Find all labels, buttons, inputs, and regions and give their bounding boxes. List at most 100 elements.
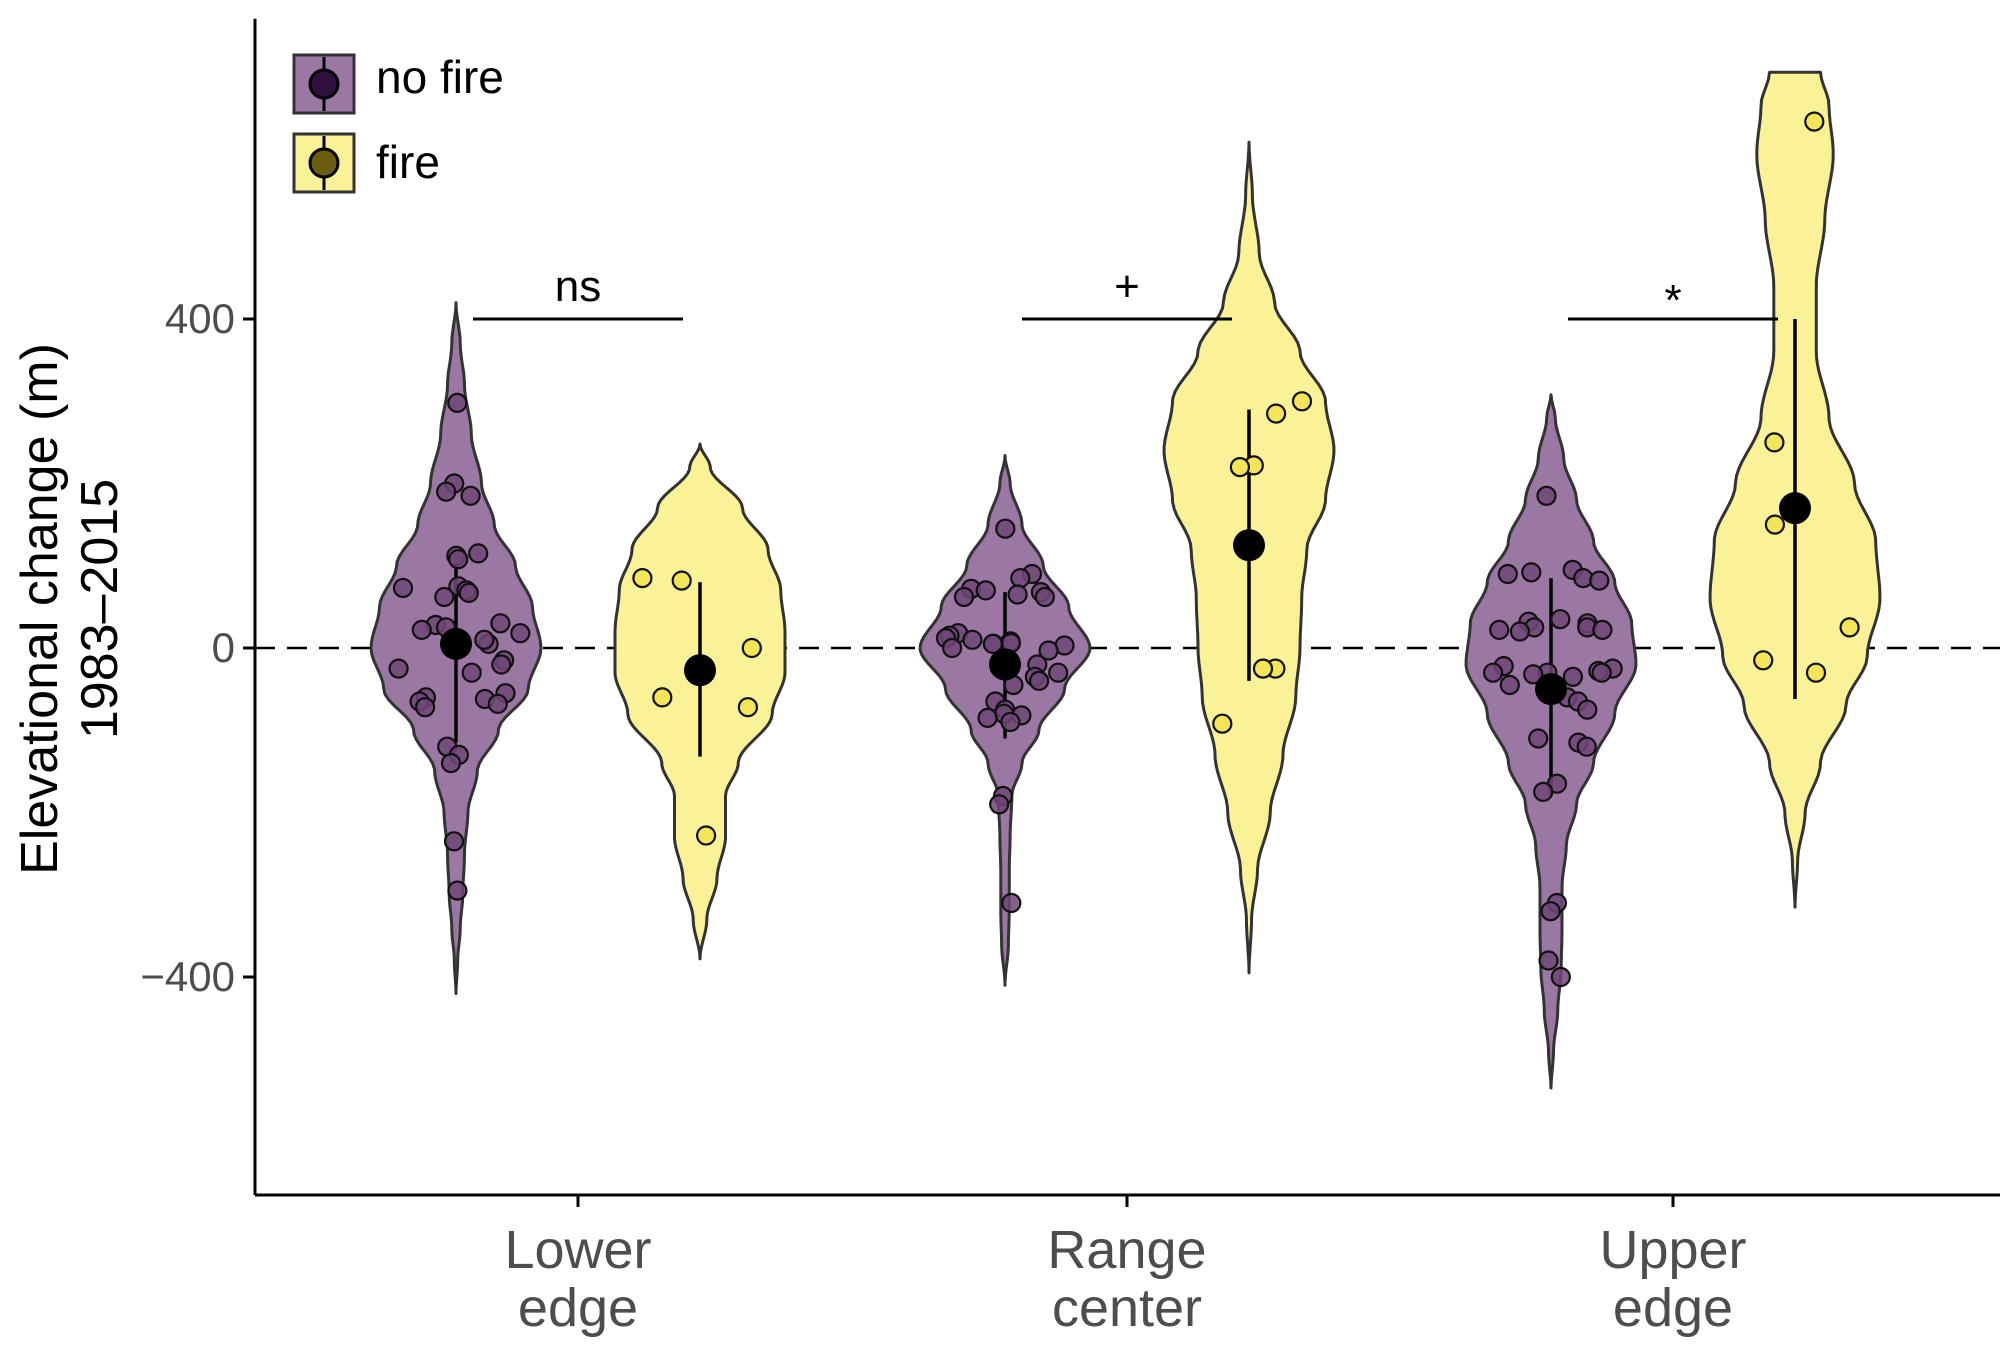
data-point-nofire <box>460 485 481 506</box>
data-point-nofire <box>443 831 465 852</box>
data-point-nofire <box>1007 584 1028 605</box>
x-tick-label: Upper <box>1599 1220 1746 1280</box>
mean-point-fire-1 <box>1233 529 1265 562</box>
x-tick-label: edge <box>518 1278 638 1338</box>
data-point-nofire <box>1589 570 1610 591</box>
data-point-nofire <box>1038 640 1059 661</box>
data-point-fire <box>671 570 692 591</box>
y-ticks: −400 0 400 <box>140 295 255 1000</box>
data-point-nofire <box>491 654 512 675</box>
data-point-fire <box>1265 403 1287 424</box>
data-point-fire <box>1764 432 1785 453</box>
data-point-nofire <box>487 693 508 715</box>
data-point-nofire <box>388 658 409 679</box>
legend: no fire fire <box>292 51 504 194</box>
data-point-nofire <box>982 633 1003 655</box>
data-point-nofire <box>1577 699 1598 720</box>
data-point-fire <box>737 697 759 718</box>
legend-label-fire: fire <box>376 136 440 188</box>
data-point-nofire <box>1010 567 1031 589</box>
data-point-fire <box>632 567 653 589</box>
significance-layer: ns + * <box>473 262 1778 325</box>
data-point-fire <box>1764 514 1786 535</box>
x-tick-label: center <box>1052 1278 1202 1338</box>
data-point-fire <box>1229 457 1251 478</box>
data-point-nofire <box>1000 711 1021 733</box>
data-point-nofire <box>1523 664 1544 685</box>
data-point-nofire <box>977 707 998 729</box>
data-point-nofire <box>1550 966 1571 988</box>
data-point-nofire <box>392 577 414 599</box>
data-point-nofire <box>1034 586 1055 608</box>
mean-point-nofire-2 <box>1535 673 1567 706</box>
data-point-nofire <box>1538 950 1559 971</box>
data-point-nofire <box>434 586 455 608</box>
mean-layer <box>440 492 1811 706</box>
x-tick-label: Lower <box>504 1220 651 1280</box>
data-point-nofire <box>941 637 963 659</box>
data-point-nofire <box>1536 485 1557 506</box>
data-point-nofire <box>1521 562 1542 583</box>
data-point-nofire <box>1592 619 1613 641</box>
data-point-nofire <box>440 752 462 774</box>
data-point-fire <box>1839 617 1860 638</box>
data-point-nofire <box>1533 781 1554 803</box>
data-point-nofire <box>415 697 436 718</box>
data-point-nofire <box>995 518 1016 539</box>
data-point-nofire <box>1499 674 1520 696</box>
data-point-nofire <box>1509 621 1531 642</box>
data-point-nofire <box>1540 901 1561 922</box>
data-point-nofire <box>989 794 1010 815</box>
data-point-nofire <box>1591 662 1612 683</box>
data-point-nofire <box>474 629 495 650</box>
data-point-nofire <box>510 623 531 644</box>
data-point-nofire <box>468 543 489 564</box>
x-tick-label: edge <box>1613 1278 1733 1338</box>
significance-label: ns <box>555 262 601 311</box>
data-point-nofire <box>1573 567 1594 589</box>
data-point-nofire <box>447 880 468 901</box>
data-point-nofire <box>448 549 469 570</box>
significance-label: * <box>1664 276 1681 325</box>
significance-label: + <box>1114 262 1140 311</box>
data-point-nofire <box>1048 662 1069 683</box>
y-tick-label: 0 <box>212 624 235 671</box>
x-tick-label: Range <box>1047 1220 1206 1280</box>
data-point-fire <box>695 825 717 846</box>
data-point-nofire <box>1562 666 1584 687</box>
data-point-nofire <box>1482 662 1504 683</box>
y-axis-title-line-2: 1983–2015 <box>71 479 129 739</box>
y-axis-title-line-1: Elevational change (m) <box>11 343 69 875</box>
data-point-nofire <box>458 582 479 604</box>
mean-point-fire-0 <box>684 654 716 687</box>
data-point-nofire <box>490 613 511 634</box>
y-tick-label: 400 <box>165 295 235 342</box>
data-point-nofire <box>1489 619 1510 641</box>
data-point-nofire <box>1576 736 1597 757</box>
data-point-nofire <box>975 580 996 601</box>
data-point-nofire <box>1497 563 1518 585</box>
data-point-nofire <box>1528 728 1549 749</box>
mean-point-nofire-1 <box>989 648 1021 681</box>
data-point-nofire <box>953 586 975 608</box>
mean-point-fire-2 <box>1779 492 1811 525</box>
data-point-fire <box>1252 658 1274 679</box>
data-point-nofire <box>962 629 983 650</box>
data-point-fire <box>1212 713 1233 734</box>
point-layer <box>388 111 1860 988</box>
data-point-fire <box>1291 391 1313 412</box>
legend-key-nofire-dot <box>308 68 340 100</box>
data-point-nofire <box>1550 609 1571 630</box>
legend-label-nofire: no fire <box>376 51 504 103</box>
data-point-nofire <box>1001 892 1022 914</box>
data-point-fire <box>1804 111 1825 132</box>
data-point-nofire <box>447 392 468 413</box>
y-axis-title: Elevational change (m) 1983–2015 <box>11 343 129 875</box>
data-point-fire <box>652 687 673 708</box>
data-point-nofire <box>461 662 482 683</box>
data-point-nofire <box>436 481 457 502</box>
data-point-nofire <box>1028 670 1050 692</box>
data-point-fire <box>1805 662 1827 683</box>
